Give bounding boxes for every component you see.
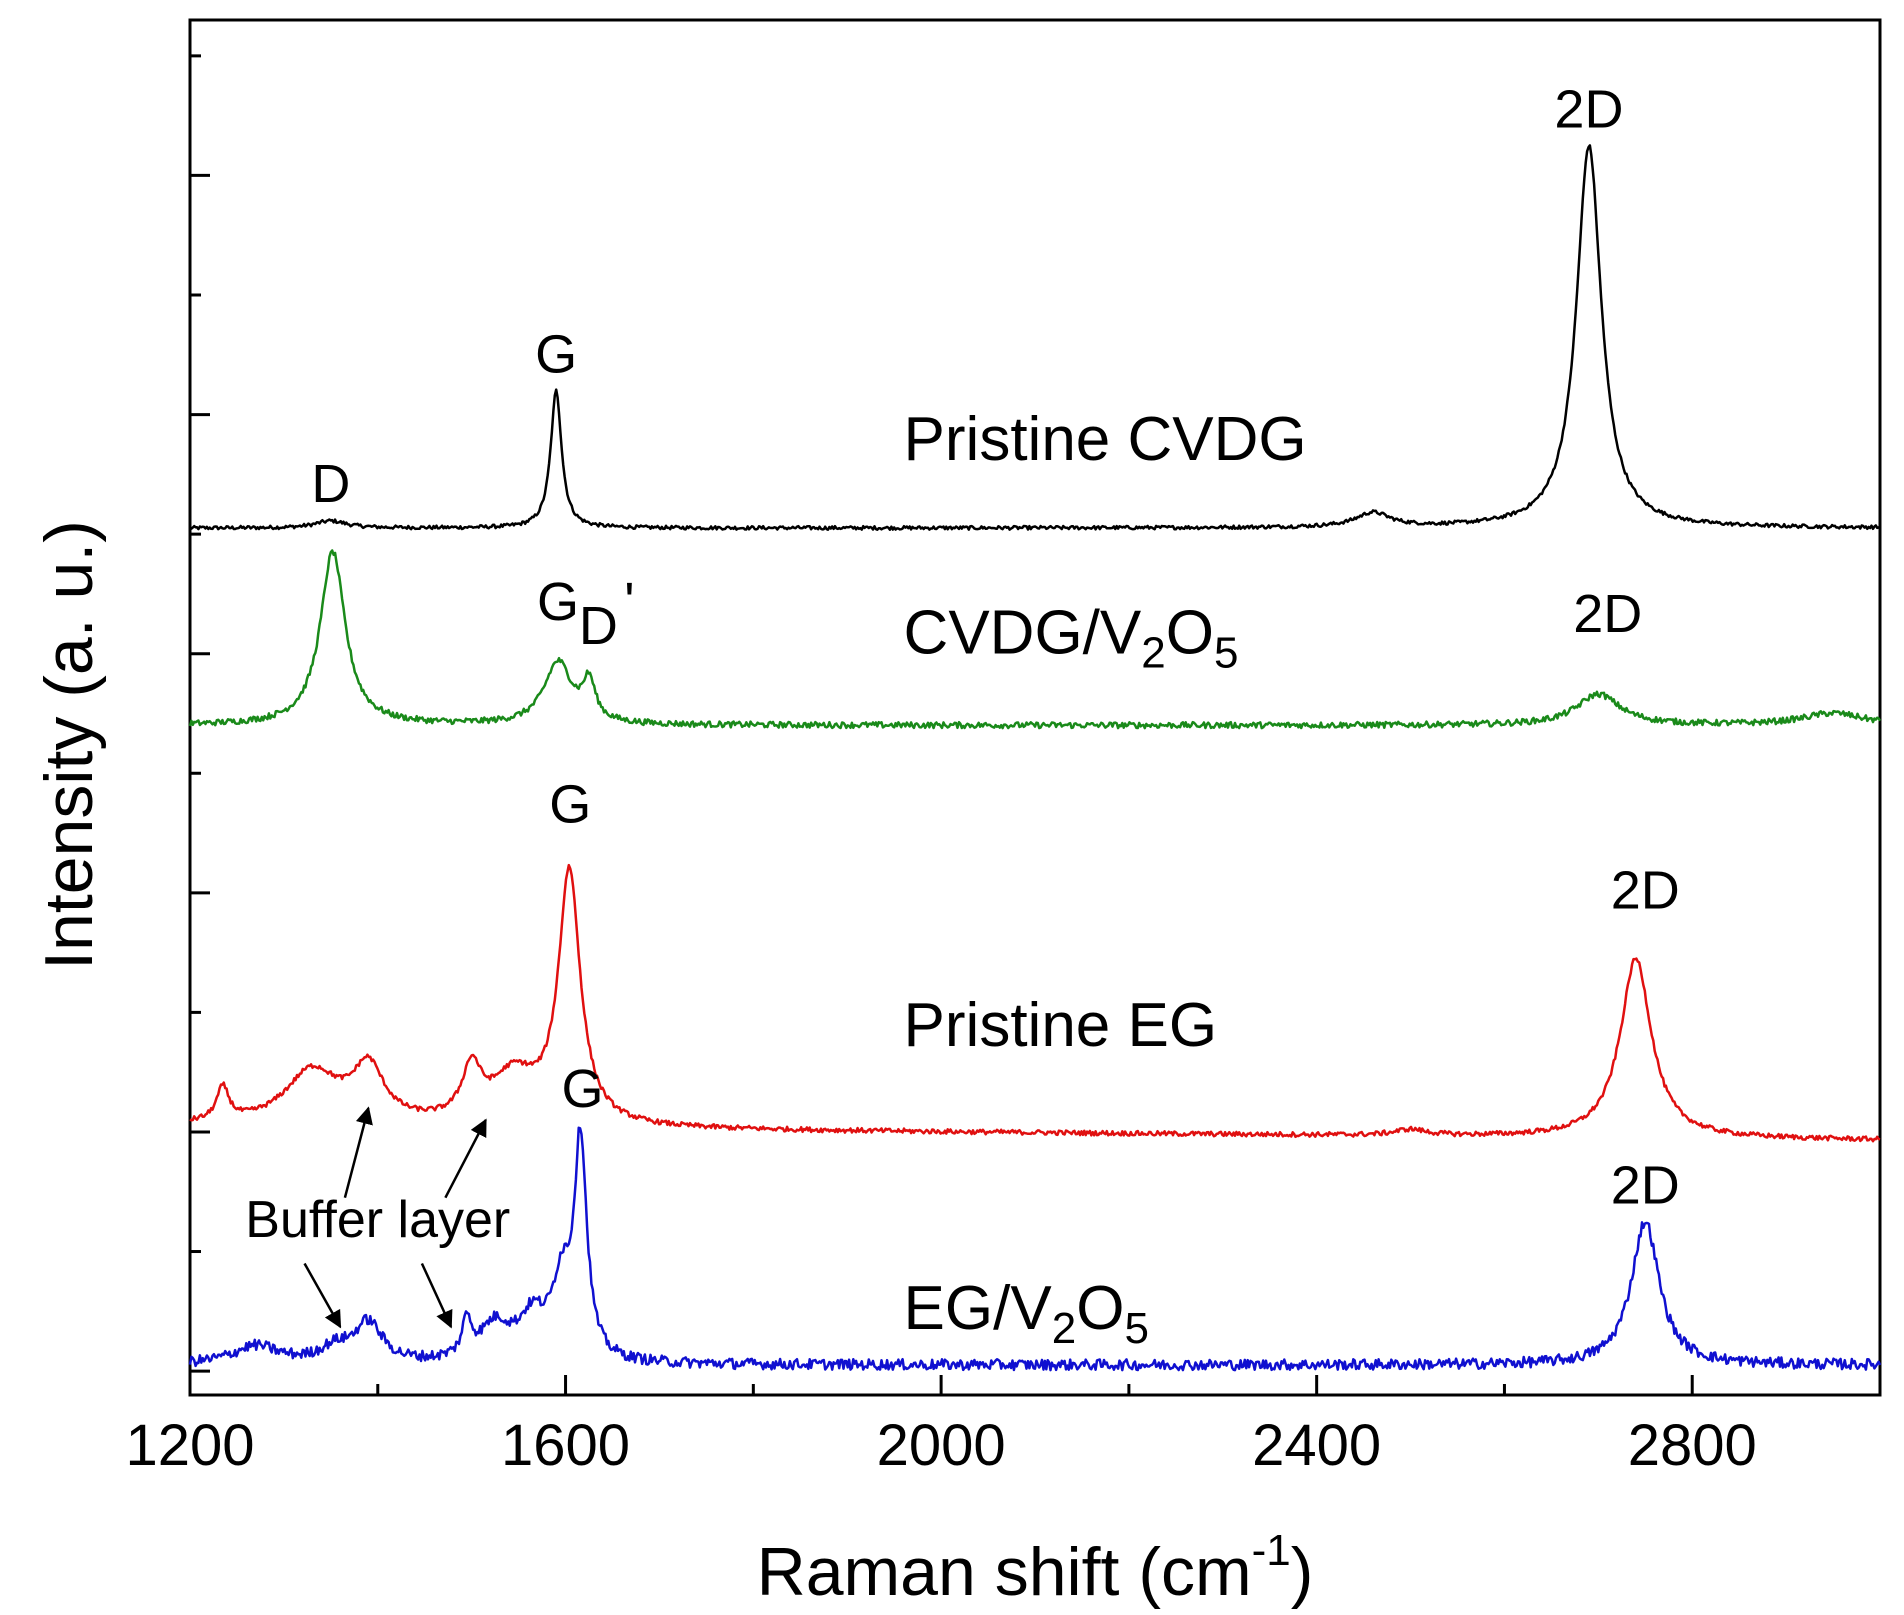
peak-label: G: [561, 1059, 603, 1119]
x-axis-title-main: Raman shift (cm: [757, 1534, 1252, 1610]
sample-label-part: 5: [1124, 1304, 1148, 1353]
peak-label: G: [535, 325, 577, 385]
x-tick-label: 2800: [1628, 1413, 1757, 1478]
series-line-3: [189, 863, 1881, 1143]
x-axis-title-sup: -1: [1252, 1526, 1291, 1575]
sample-label-1: Pristine CVDG: [904, 405, 1307, 474]
series-line-2: [188, 549, 1882, 730]
sample-label-part: 5: [1214, 629, 1238, 678]
peak-label: 2D: [1573, 584, 1642, 644]
peak-label: 2D: [1554, 80, 1623, 140]
annotation-arrow: [303, 1262, 342, 1329]
x-tick-label: 1600: [501, 1413, 630, 1478]
sample-label-4: EG/V2O5: [904, 1274, 1149, 1353]
annotation-arrow: [444, 1118, 487, 1199]
peak-label: 2D: [1611, 1156, 1680, 1216]
x-tick-label: 1200: [125, 1413, 254, 1478]
sample-label-part: O: [1166, 599, 1214, 668]
sample-label-part: 2: [1052, 1304, 1076, 1353]
peak-label: ': [624, 572, 634, 632]
x-tick-label: 2400: [1252, 1413, 1381, 1478]
x-axis-title: Raman shift (cm-1): [757, 1526, 1314, 1610]
x-tick-label: 2000: [877, 1413, 1006, 1478]
peak-label: G: [549, 774, 591, 834]
plot-frame: [188, 18, 1882, 1397]
series-layer: [188, 144, 1882, 1372]
sample-label-part: O: [1076, 1274, 1124, 1343]
sample-label-part: EG/V: [904, 1274, 1053, 1343]
y-axis-title: Intensity (a. u.): [31, 520, 107, 970]
peak-label: 2D: [1611, 860, 1680, 920]
series-line-1: [189, 144, 1881, 531]
series-line-4: [188, 1126, 1882, 1372]
sample-label-2: CVDG/V2O5: [904, 599, 1239, 678]
sample-label-part: 2: [1141, 629, 1165, 678]
sample-label-part: CVDG/V: [904, 599, 1142, 668]
peak-label: D: [579, 596, 618, 656]
x-axis-title-close: ): [1291, 1534, 1314, 1610]
peak-label: G: [537, 572, 579, 632]
peak-label: D: [311, 454, 350, 514]
axis-ticks: 1200 1600 2000 2400 2800: [125, 54, 1882, 1478]
sample-label-3: Pristine EG: [904, 991, 1218, 1060]
annotation-arrow: [343, 1106, 373, 1199]
annotation-arrow: [420, 1262, 453, 1329]
buffer-layer-annotation: Buffer layer: [245, 1191, 510, 1249]
